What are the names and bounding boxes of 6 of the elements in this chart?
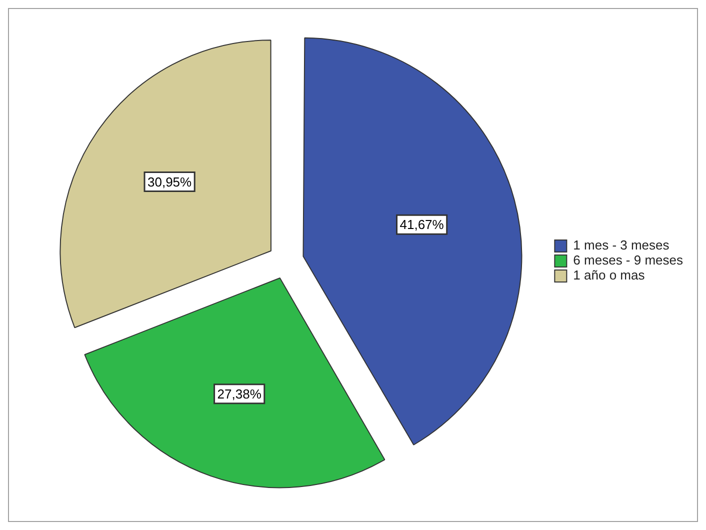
legend-label: 6 meses - 9 meses — [573, 252, 684, 268]
legend-label: 1 año o mas — [573, 268, 646, 283]
data-label: 27,38% — [217, 386, 262, 402]
legend-label: 1 mes - 3 meses — [573, 238, 670, 253]
data-label: 30,95% — [148, 174, 192, 190]
data-label: 41,67% — [400, 217, 444, 232]
